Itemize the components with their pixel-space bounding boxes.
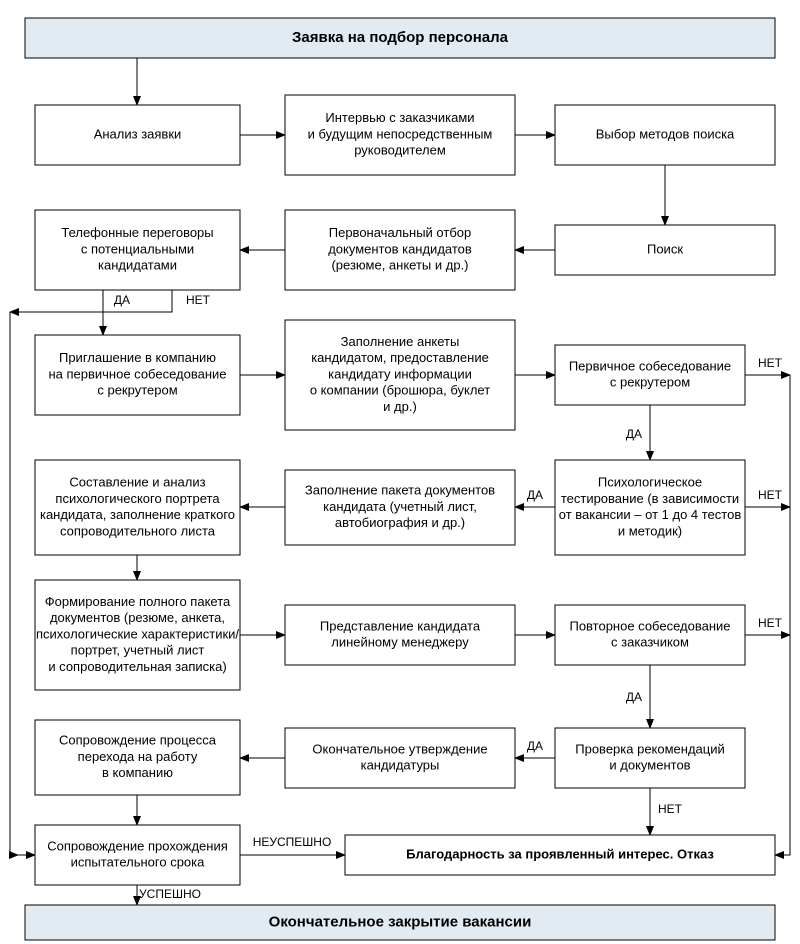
edge xyxy=(775,375,790,855)
node-text: от вакансии – от 1 до 4 тестов xyxy=(559,507,742,522)
flow-node-footer: Окончательное закрытие вакансии xyxy=(25,905,775,940)
node-text: Заполнение анкеты xyxy=(341,334,460,349)
node-text: и будущим непосредственным xyxy=(308,126,493,141)
node-text: документов (резюме, анкета, xyxy=(50,610,225,625)
edge-label: ДА xyxy=(626,427,642,441)
node-text: Благодарность за проявленный интерес. От… xyxy=(406,846,714,861)
node-text: Проверка рекомендаций xyxy=(575,741,725,756)
flow-node-n10: Составление и анализпсихологического пор… xyxy=(35,460,240,555)
node-text: Выбор методов поиска xyxy=(596,126,735,141)
node-text: автобиография и др.) xyxy=(335,515,465,530)
node-text: кандидату информации xyxy=(328,366,472,381)
node-text: на первичное собеседование xyxy=(48,366,226,381)
node-text: с потенциальными xyxy=(81,241,194,256)
flow-node-n4: Телефонные переговорыс потенциальными кан… xyxy=(35,210,240,290)
node-text: Интервью c заказчиками xyxy=(325,110,474,125)
node-text: испытательного срока xyxy=(71,855,206,870)
edge-label: ДА xyxy=(114,293,130,307)
node-text: перехода на работу xyxy=(78,749,198,764)
edge-label: НЕТ xyxy=(758,488,783,502)
flow-node-n3: Выбор методов поиска xyxy=(555,105,775,165)
node-text: и сопроводительная записка) xyxy=(48,659,226,674)
flow-node-header: Заявка на подбор персонала xyxy=(25,18,775,58)
node-text: и др.) xyxy=(383,399,417,414)
node-text: кандидата (учетный лист, xyxy=(323,499,477,514)
node-text: Повторное собеседование xyxy=(569,618,730,633)
node-text: документов кандидатов xyxy=(328,241,472,256)
node-text: портрет, учетный лист xyxy=(71,643,205,658)
edge-label: НЕТ xyxy=(758,616,783,630)
flow-node-n17: Окончательное утверждение кандидатуры xyxy=(285,728,515,788)
node-text: Анализ заявки xyxy=(94,126,182,141)
node-text: Заполнение пакета документов xyxy=(305,483,495,498)
flow-node-n16: Сопровождение процессаперехода на работу… xyxy=(35,720,240,795)
node-text: Психологическое xyxy=(598,475,702,490)
node-text: с рекрутером xyxy=(610,375,690,390)
edge-label: НЕТ xyxy=(658,802,683,816)
node-text: и методик) xyxy=(618,523,682,538)
node-text: о компании (брошюра, буклет xyxy=(310,383,490,398)
node-text: кандидатом, предоставление xyxy=(311,350,489,365)
node-text: Сопровождение процесса xyxy=(59,733,217,748)
flow-node-n11: Заполнение пакета документовкандидата (у… xyxy=(285,470,515,545)
flow-node-n15: Повторное собеседование с заказчиком xyxy=(555,605,745,665)
node-text: Заявка на подбор персонала xyxy=(292,29,509,46)
flow-node-n13: Формирование полного пакетадокументов (р… xyxy=(35,580,240,690)
node-text: линейному менеджеру xyxy=(331,635,469,650)
node-text: Окончательное закрытие вакансии xyxy=(269,913,532,930)
edge-label: НЕУСПЕШНО xyxy=(253,835,332,849)
node-text: руководителем xyxy=(354,143,446,158)
node-text: психологические характеристики/ xyxy=(36,626,239,641)
flow-node-n18: Проверка рекомендаций и документов xyxy=(555,728,745,788)
flow-node-n14: Представление кандидата линейному менедже… xyxy=(285,605,515,665)
flow-node-n19: Сопровождение прохождения испытательного … xyxy=(35,825,240,885)
edge-label: ДА xyxy=(527,488,543,502)
node-text: Окончательное утверждение xyxy=(312,741,487,756)
edge-label: УСПЕШНО xyxy=(139,887,201,901)
node-text: (резюме, анкеты и др.) xyxy=(331,258,468,273)
node-text: тестирование (в зависимости xyxy=(561,491,739,506)
node-text: кандидата, заполнение краткого xyxy=(40,507,235,522)
flow-node-n7: Приглашение в компаниюна первичное собес… xyxy=(35,335,240,415)
edge xyxy=(10,312,18,855)
edge-label: ДА xyxy=(527,739,543,753)
edge-label: НЕТ xyxy=(758,356,783,370)
node-text: Первоначальный отбор xyxy=(329,225,471,240)
flow-node-n1: Анализ заявки xyxy=(35,105,240,165)
node-text: и документов xyxy=(609,758,690,773)
node-text: психологического портрета xyxy=(55,491,220,506)
node-text: кандидатуры xyxy=(361,758,440,773)
flow-node-n2: Интервью c заказчикамии будущим непосред… xyxy=(285,95,515,175)
flowchart-container: ДА НЕТ НЕТ ДА ДА НЕТ НЕТ ДА ДА НЕТ НЕУСПЕШНО УСПЕШН… xyxy=(0,0,800,944)
node-text: в компанию xyxy=(102,765,173,780)
node-text: Составление и анализ xyxy=(69,475,205,490)
edge-label: НЕТ xyxy=(186,293,211,307)
node-text: Поиск xyxy=(647,241,683,256)
node-text: с заказчиком xyxy=(611,635,689,650)
node-text: Приглашение в компанию xyxy=(59,350,216,365)
flow-node-n12: Психологическоетестирование (в зависимос… xyxy=(555,460,745,555)
flow-node-n20: Благодарность за проявленный интерес. От… xyxy=(345,835,775,875)
flow-node-n5: Первоначальный отбордокументов кандидато… xyxy=(285,210,515,290)
edge xyxy=(10,290,172,312)
node-text: Формирование полного пакета xyxy=(45,594,231,609)
node-text: сопроводительного листа xyxy=(60,523,216,538)
flow-node-n8: Заполнение анкетыкандидатом, предоставле… xyxy=(285,320,515,430)
node-text: с рекрутером xyxy=(97,383,177,398)
node-text: Первичное собеседование xyxy=(569,358,731,373)
node-text: Представление кандидата xyxy=(320,618,481,633)
node-text: Телефонные переговоры xyxy=(61,225,213,240)
node-text: кандидатами xyxy=(98,258,177,273)
flow-node-n6: Поиск xyxy=(555,225,775,275)
flow-node-n9: Первичное собеседование с рекрутером xyxy=(555,345,745,405)
edge-label: ДА xyxy=(626,690,642,704)
node-text: Сопровождение прохождения xyxy=(47,838,228,853)
